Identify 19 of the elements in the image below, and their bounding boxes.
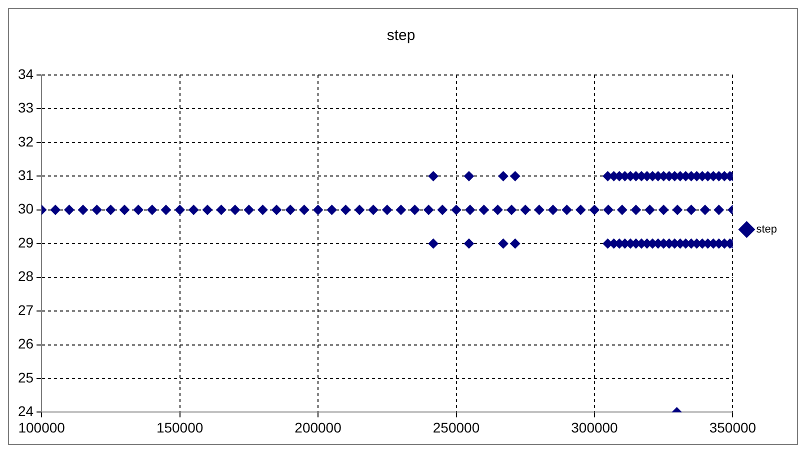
y-tick-label: 30	[18, 200, 34, 217]
y-tick-label: 32	[18, 133, 34, 150]
y-tick-label: 29	[18, 234, 34, 250]
y-tick-label: 26	[18, 336, 34, 352]
x-tick-label: 300000	[571, 419, 618, 436]
y-tick-label: 24	[18, 403, 34, 420]
y-tick-label: 25	[18, 369, 34, 386]
x-tick-label: 100000	[18, 419, 66, 436]
chart-title: step	[386, 27, 416, 44]
y-tick-label: 31	[18, 167, 34, 184]
y-tick-label: 34	[18, 66, 34, 82]
x-tick-label: 350000	[709, 419, 756, 436]
x-tick-label: 250000	[432, 419, 480, 436]
y-tick-label: 33	[18, 100, 34, 116]
legend-label: step	[756, 224, 778, 236]
x-tick-label: 200000	[294, 419, 342, 436]
x-tick-label: 150000	[156, 419, 204, 436]
y-tick-label: 28	[18, 268, 34, 284]
y-tick-label: 27	[18, 302, 34, 318]
